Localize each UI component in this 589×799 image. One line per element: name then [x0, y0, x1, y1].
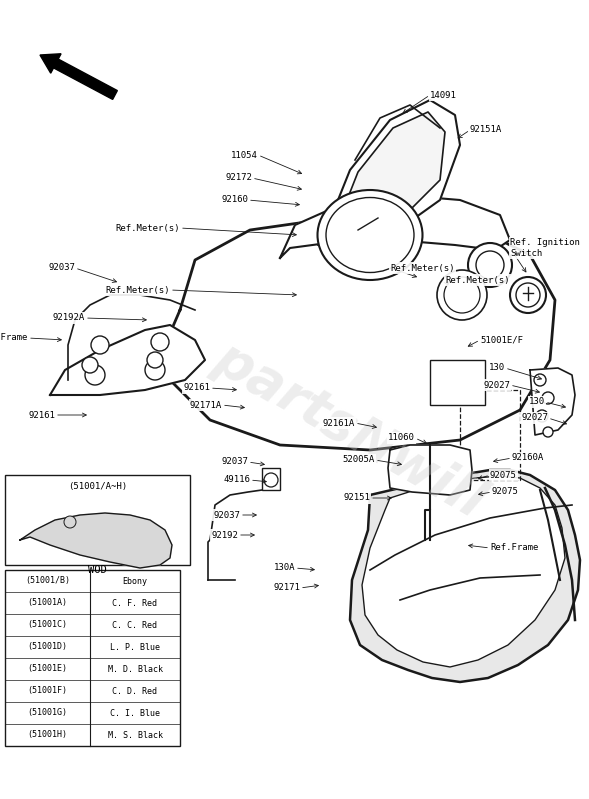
- Bar: [262, 468, 280, 490]
- Text: C. F. Red: C. F. Red: [112, 598, 157, 607]
- Circle shape: [468, 243, 512, 287]
- FancyArrow shape: [40, 54, 117, 99]
- Polygon shape: [388, 445, 472, 495]
- Circle shape: [542, 392, 554, 404]
- Text: 92151A: 92151A: [470, 125, 502, 134]
- Text: (51001/A~H): (51001/A~H): [68, 483, 127, 491]
- Text: Ref. Ignition
Switch: Ref. Ignition Switch: [510, 238, 580, 258]
- Bar: [430, 360, 485, 405]
- Text: 92171: 92171: [273, 583, 300, 593]
- Text: 92027: 92027: [521, 414, 548, 423]
- Text: 92192A: 92192A: [53, 313, 85, 323]
- Text: M. D. Black: M. D. Black: [108, 665, 163, 674]
- Circle shape: [516, 283, 540, 307]
- Polygon shape: [50, 325, 205, 395]
- Text: Ref.Meter(s): Ref.Meter(s): [115, 224, 180, 233]
- Text: (51001A): (51001A): [28, 598, 68, 607]
- Polygon shape: [332, 112, 445, 238]
- Text: Ref.Frame: Ref.Frame: [490, 543, 538, 552]
- Text: 11060: 11060: [388, 434, 415, 443]
- Text: 92161: 92161: [28, 411, 55, 419]
- Bar: [5, 475, 190, 565]
- Polygon shape: [318, 100, 460, 245]
- Text: 92037: 92037: [221, 458, 248, 467]
- Text: 130A: 130A: [273, 563, 295, 573]
- Text: 92160A: 92160A: [512, 454, 544, 463]
- Bar: [5, 570, 180, 746]
- Circle shape: [82, 357, 98, 373]
- Circle shape: [437, 270, 487, 320]
- Circle shape: [264, 473, 278, 487]
- Polygon shape: [20, 513, 172, 568]
- Circle shape: [91, 336, 109, 354]
- Ellipse shape: [317, 190, 422, 280]
- Text: 92171A: 92171A: [190, 400, 222, 410]
- Text: 92160: 92160: [221, 196, 248, 205]
- Text: 92172: 92172: [225, 173, 252, 182]
- Text: 92075: 92075: [492, 487, 519, 496]
- Polygon shape: [280, 195, 510, 258]
- Text: 92192: 92192: [211, 531, 238, 539]
- Text: 92037: 92037: [48, 264, 75, 272]
- Circle shape: [510, 277, 546, 313]
- Text: 92161A: 92161A: [323, 419, 355, 427]
- Polygon shape: [530, 368, 575, 435]
- Text: (51001F): (51001F): [28, 686, 68, 695]
- Text: 130: 130: [529, 397, 545, 407]
- Circle shape: [64, 516, 76, 528]
- Text: 92037: 92037: [213, 511, 240, 519]
- Text: WOD: WOD: [88, 565, 107, 575]
- Text: 52005A: 52005A: [343, 455, 375, 464]
- Polygon shape: [362, 476, 565, 667]
- Text: 130: 130: [489, 364, 505, 372]
- Text: 92151: 92151: [343, 494, 370, 503]
- Text: partsNwill: partsNwill: [206, 332, 494, 528]
- Text: C. C. Red: C. C. Red: [112, 621, 157, 630]
- Text: 92075: 92075: [490, 471, 517, 479]
- Polygon shape: [350, 470, 580, 682]
- Circle shape: [543, 427, 553, 437]
- Circle shape: [536, 410, 548, 422]
- Text: 92161: 92161: [183, 384, 210, 392]
- Circle shape: [444, 277, 480, 313]
- Bar: [460, 390, 520, 480]
- Circle shape: [151, 333, 169, 351]
- Text: (51001/B): (51001/B): [25, 577, 70, 586]
- Text: 51001E/F: 51001E/F: [480, 336, 523, 344]
- Text: Ref.Meter(s): Ref.Meter(s): [390, 264, 455, 272]
- Text: (51001H): (51001H): [28, 730, 68, 740]
- Text: 11054: 11054: [231, 150, 258, 160]
- Text: Ref.Meter(s): Ref.Meter(s): [105, 285, 170, 295]
- Text: 92027: 92027: [483, 380, 510, 389]
- Text: (51001G): (51001G): [28, 709, 68, 718]
- Text: (51001E): (51001E): [28, 665, 68, 674]
- Circle shape: [476, 251, 504, 279]
- Ellipse shape: [326, 197, 414, 272]
- Text: Ebony: Ebony: [123, 577, 147, 586]
- Text: L. P. Blue: L. P. Blue: [110, 642, 160, 651]
- Circle shape: [85, 365, 105, 385]
- Text: (51001C): (51001C): [28, 621, 68, 630]
- Circle shape: [534, 374, 546, 386]
- Circle shape: [147, 352, 163, 368]
- Text: Ref.Meter(s): Ref.Meter(s): [445, 276, 509, 284]
- Text: 49116: 49116: [223, 475, 250, 484]
- Text: (51001D): (51001D): [28, 642, 68, 651]
- Text: C. D. Red: C. D. Red: [112, 686, 157, 695]
- Text: M. S. Black: M. S. Black: [108, 730, 163, 740]
- Text: 14091: 14091: [430, 90, 457, 100]
- Polygon shape: [165, 215, 555, 450]
- Text: C. I. Blue: C. I. Blue: [110, 709, 160, 718]
- Circle shape: [145, 360, 165, 380]
- Text: Ref.Frame: Ref.Frame: [0, 333, 28, 343]
